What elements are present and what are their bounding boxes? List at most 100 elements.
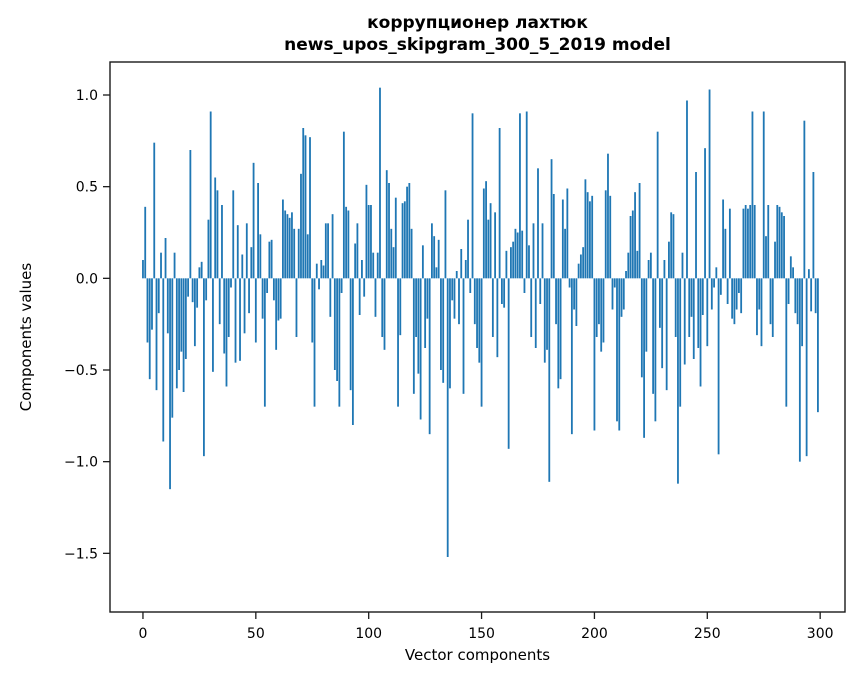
bar xyxy=(622,278,625,310)
bar xyxy=(288,217,291,279)
bar xyxy=(783,216,785,279)
bar xyxy=(245,223,248,279)
bar xyxy=(207,219,210,279)
bar xyxy=(455,271,458,279)
bar xyxy=(500,278,503,304)
bar xyxy=(713,278,715,288)
bar xyxy=(467,219,469,279)
bar xyxy=(431,223,433,279)
bar xyxy=(765,236,767,279)
bar xyxy=(415,278,418,337)
bar xyxy=(478,278,481,363)
bar xyxy=(153,142,156,279)
bar xyxy=(148,278,151,380)
bar xyxy=(579,254,582,279)
bar xyxy=(649,252,652,279)
bar xyxy=(625,271,627,279)
bar xyxy=(333,278,336,370)
bar xyxy=(354,243,357,279)
bar xyxy=(286,214,289,279)
bar xyxy=(769,278,772,325)
y-tick-label: −1.0 xyxy=(64,455,98,471)
bar xyxy=(778,206,781,279)
bar xyxy=(546,278,548,350)
bar xyxy=(284,210,287,279)
bar xyxy=(593,278,596,431)
bar xyxy=(548,278,551,482)
bar xyxy=(724,228,727,279)
bar xyxy=(399,278,402,336)
bar xyxy=(356,223,359,279)
bar xyxy=(437,239,440,279)
bar xyxy=(541,223,544,279)
bar xyxy=(397,278,399,407)
bar xyxy=(160,252,162,279)
bar xyxy=(738,278,740,293)
bar xyxy=(566,188,569,279)
bar xyxy=(805,278,808,457)
bar xyxy=(559,278,562,380)
bar xyxy=(787,278,790,304)
y-tick-label: −1.5 xyxy=(64,546,98,562)
bar xyxy=(514,228,517,279)
bar xyxy=(363,278,366,297)
bar xyxy=(351,278,354,425)
bar xyxy=(225,278,228,387)
bar xyxy=(672,214,675,279)
bar xyxy=(449,278,451,389)
x-tick-label: 0 xyxy=(138,626,147,642)
bar xyxy=(347,210,350,279)
bar xyxy=(699,278,702,387)
bar xyxy=(665,278,668,391)
bar xyxy=(683,278,686,365)
x-tick-label: 200 xyxy=(581,626,608,642)
bar xyxy=(162,278,165,442)
bar xyxy=(570,278,573,435)
bar xyxy=(661,278,664,369)
bar xyxy=(462,278,465,394)
bar xyxy=(361,260,363,279)
bar xyxy=(496,278,499,358)
bar xyxy=(577,263,580,279)
bar xyxy=(744,205,747,279)
bar xyxy=(519,113,521,279)
x-tick-label: 300 xyxy=(807,626,834,642)
bar xyxy=(602,278,605,343)
bar xyxy=(279,278,282,319)
bar xyxy=(722,199,725,279)
bar xyxy=(494,212,497,279)
bar xyxy=(491,278,494,337)
bar xyxy=(476,278,478,348)
bar xyxy=(609,195,612,279)
bar xyxy=(295,278,298,337)
bar xyxy=(223,278,226,354)
bar xyxy=(261,278,264,319)
bar xyxy=(435,267,438,279)
bar xyxy=(293,228,296,279)
bar xyxy=(706,278,709,347)
bar xyxy=(803,120,806,279)
bar xyxy=(421,245,424,279)
bar xyxy=(205,278,208,301)
bar xyxy=(315,263,318,279)
bar xyxy=(516,232,519,279)
bar xyxy=(166,278,169,334)
y-tick-label: 0.5 xyxy=(76,180,98,196)
bar xyxy=(510,247,512,279)
bar xyxy=(801,278,804,347)
bar xyxy=(704,148,706,279)
bar xyxy=(458,278,460,325)
bar xyxy=(444,190,447,279)
bar xyxy=(733,278,736,325)
bar xyxy=(654,278,657,422)
bar xyxy=(259,234,262,279)
bar xyxy=(636,250,639,279)
bar xyxy=(575,278,578,326)
bar xyxy=(505,250,508,279)
bar xyxy=(322,265,325,279)
bar xyxy=(248,278,250,314)
x-tick-label: 250 xyxy=(694,626,721,642)
bar xyxy=(807,269,810,279)
bar xyxy=(584,179,587,279)
